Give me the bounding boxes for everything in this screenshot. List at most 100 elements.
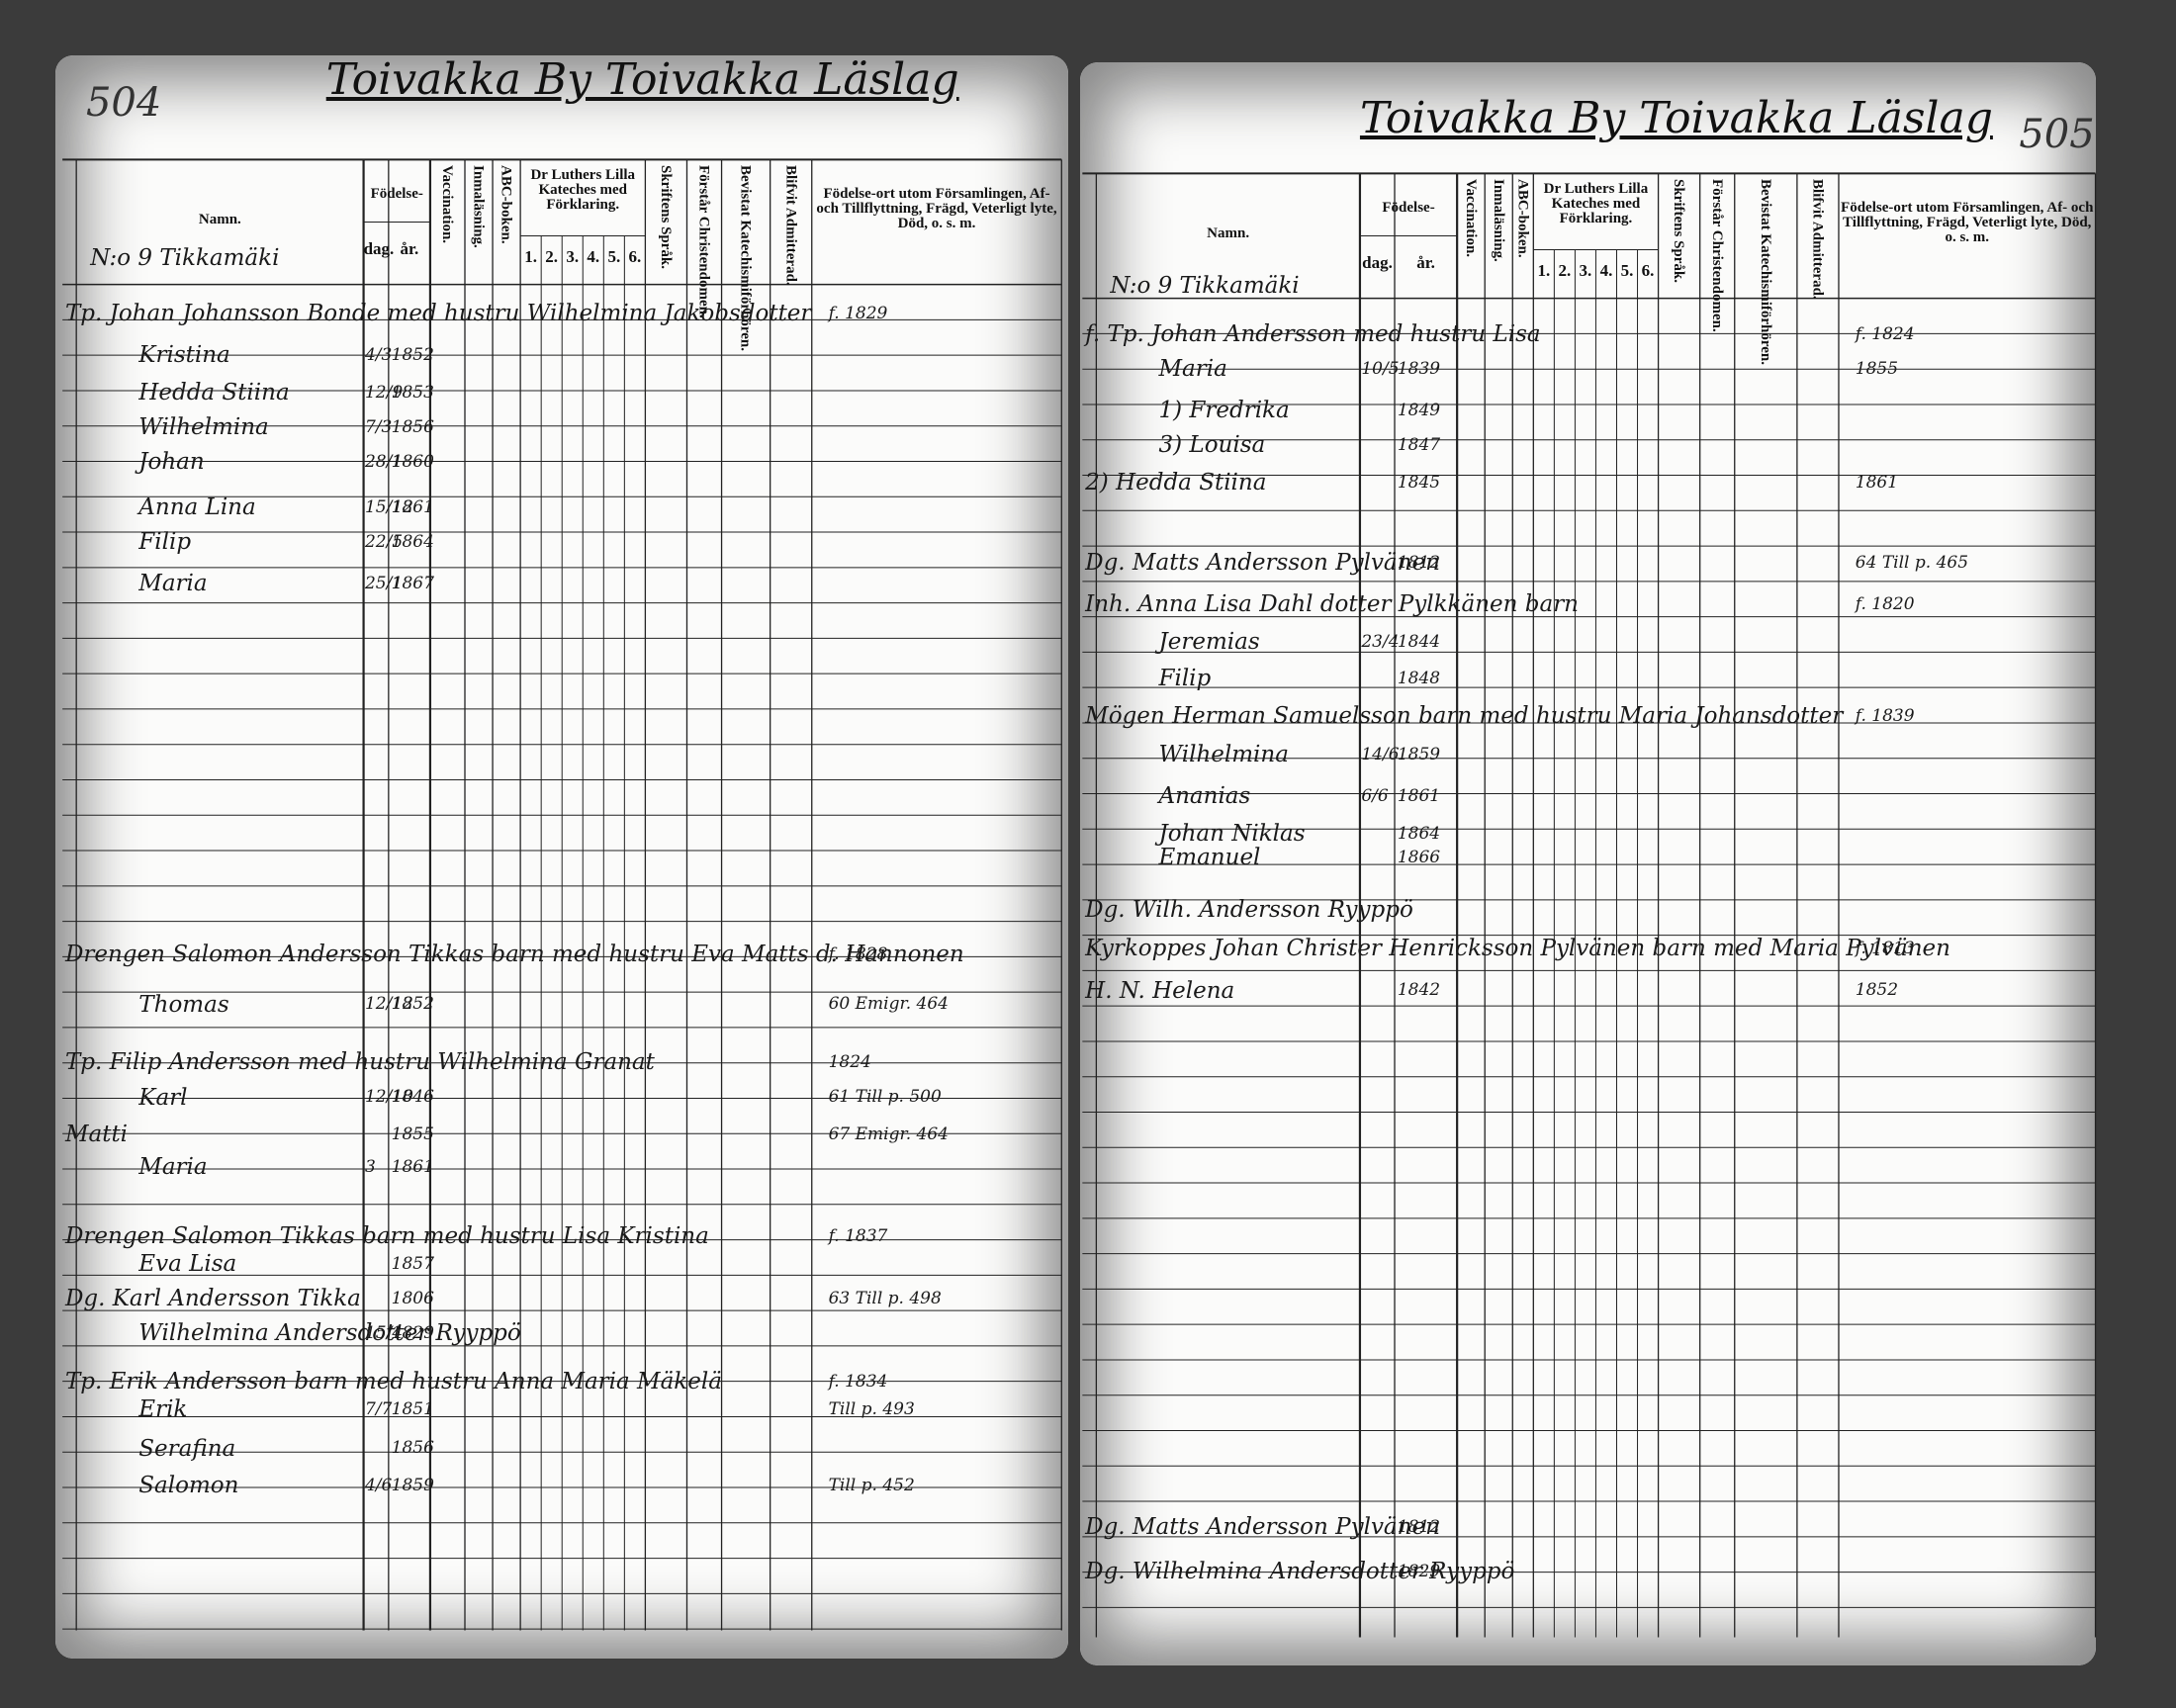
column-header: 6. <box>1641 261 1655 281</box>
column-header: ABC-boken. <box>498 164 514 244</box>
birth-year: 1856 <box>391 416 434 437</box>
birth-year: 1867 <box>391 574 434 594</box>
birth-year: 1859 <box>1397 744 1441 764</box>
birth-day: 12/9 <box>364 382 404 403</box>
remark: 1861 <box>1855 472 1899 493</box>
column-header: 1. <box>1537 261 1551 281</box>
birth-year: 1859 <box>391 1476 434 1496</box>
entry-name: Kyrkoppes Johan Christer Henricksson Pyl… <box>1085 936 1950 962</box>
remark: f. 1834 <box>828 1371 888 1392</box>
remark: f. 1824 <box>1855 323 1915 344</box>
birth-year: 1861 <box>391 1156 434 1177</box>
birth-day: 28/1 <box>364 451 404 472</box>
remark: Till p. 493 <box>828 1399 915 1420</box>
entry-name: Eva Lisa <box>138 1250 237 1277</box>
column-header: Inmaläsning. <box>470 164 487 248</box>
column-header: Dr Luthers Lilla Kateches med Förklaring… <box>1543 180 1649 226</box>
entry-name: Dg. Wilh. Andersson Ryyppö <box>1085 897 1413 924</box>
remark: 60 Emigr. 464 <box>828 994 949 1015</box>
remark: f. 1839 <box>1855 705 1915 726</box>
birth-year: 1856 <box>391 1438 434 1459</box>
birth-year: 1812 <box>1397 553 1441 574</box>
column-header: Födelse- <box>1382 200 1435 217</box>
remark: 64 Till p. 465 <box>1855 553 1969 574</box>
birth-year: 1864 <box>391 532 434 553</box>
entry-name: Maria <box>1158 355 1227 382</box>
column-header: Skriftens Språk. <box>658 164 675 269</box>
column-header: Födelse-ort utom Församlingen, Af- och T… <box>1841 200 2094 246</box>
birth-day: 10/5 <box>1361 358 1400 379</box>
column-header: Bevistat Katechismiförhören. <box>1757 178 1773 366</box>
birth-year: 1861 <box>391 497 434 518</box>
birth-year: 1852 <box>391 344 434 365</box>
birth-year: 1861 <box>1397 785 1441 806</box>
column-header: Födelse-ort utom Församlingen, Af- och T… <box>816 186 1057 232</box>
entry-name: N:o 9 Tikkamäki <box>1110 272 1300 299</box>
entry-name: Jeremias <box>1158 629 1260 656</box>
entry-name: Matti <box>64 1122 129 1148</box>
column-header: Dr Luthers Lilla Kateches med Förklaring… <box>530 166 636 213</box>
birth-year: 1864 <box>1397 823 1441 844</box>
entry-name: Tp. Erik Andersson barn med hustru Anna … <box>64 1369 722 1395</box>
page-number: 505 <box>2019 112 2095 158</box>
remark: f. 1829 <box>828 303 888 323</box>
remark: f. 1828 <box>828 944 888 964</box>
birth-year: 1851 <box>391 1399 434 1420</box>
column-header: 5. <box>607 247 621 267</box>
column-header: Skriftens Språk. <box>1671 178 1687 284</box>
entry-name: Wilhelmina Andersdotter Ryyppö <box>138 1320 521 1347</box>
birth-year: 1846 <box>391 1087 434 1108</box>
column-header: 4. <box>587 247 600 267</box>
birth-day: 7/3 <box>364 416 393 437</box>
remark: 1824 <box>828 1052 871 1073</box>
birth-year: 1847 <box>1397 434 1441 455</box>
column-header: Inmaläsning. <box>1490 178 1506 262</box>
column-header: Förstår Christendomen. <box>1708 178 1725 332</box>
register-page <box>1079 62 2096 1665</box>
entry-name: Emanuel <box>1158 844 1261 870</box>
column-header: år. <box>400 238 419 258</box>
birth-day: 12/12 <box>364 994 413 1015</box>
column-header: ABC-boken. <box>1514 178 1531 258</box>
column-header: Bevistat Katechismiförhören. <box>737 164 754 351</box>
birth-year: 1829 <box>1397 1562 1441 1582</box>
column-header: Namn. <box>1207 225 1250 241</box>
entry-name: Drengen Salomon Andersson Tikkas barn me… <box>64 942 964 968</box>
entry-name: H. N. Helena <box>1085 977 1235 1004</box>
birth-year: 1857 <box>391 1253 434 1274</box>
remark: Till p. 452 <box>828 1476 915 1496</box>
column-header: 3. <box>1579 261 1592 281</box>
entry-name: 3) Louisa <box>1158 432 1266 459</box>
entry-name: Anna Lina <box>138 494 256 521</box>
entry-name: Salomon <box>138 1473 239 1499</box>
remark: f. 1813 <box>1855 939 1915 959</box>
birth-day: 4/6 <box>364 1476 393 1496</box>
entry-name: Mögen Herman Samuelsson barn med hustru … <box>1085 702 1844 729</box>
column-header: 1. <box>524 247 538 267</box>
birth-year: 1839 <box>1397 358 1441 379</box>
entry-name: Wilhelmina <box>138 413 269 440</box>
birth-day: 25/1 <box>364 574 404 594</box>
remark: 61 Till p. 500 <box>828 1087 942 1108</box>
entry-name: Johan Niklas <box>1158 820 1306 847</box>
birth-day: 22/5 <box>364 532 404 553</box>
entry-name: Thomas <box>138 991 229 1018</box>
entry-name: Erik <box>138 1396 188 1423</box>
column-header: 2. <box>545 247 559 267</box>
birth-year: 1849 <box>1397 400 1441 420</box>
remark: f. 1820 <box>1855 594 1915 615</box>
birth-year: 1844 <box>1397 632 1441 653</box>
remark: 63 Till p. 498 <box>828 1288 942 1308</box>
remark: 1852 <box>1855 980 1899 1001</box>
entry-name: Inh. Anna Lisa Dahl dotter Pylkkänen bar… <box>1085 591 1579 618</box>
birth-year: 1853 <box>391 382 434 403</box>
entry-name: Serafina <box>138 1435 236 1462</box>
column-header: Namn. <box>198 211 241 227</box>
birth-year: 1848 <box>1397 668 1441 688</box>
entry-name: Johan <box>138 448 205 475</box>
birth-year: 1852 <box>391 994 434 1015</box>
entry-name: 2) Hedda Stiina <box>1085 470 1267 496</box>
birth-day: 6/6 <box>1361 785 1389 806</box>
